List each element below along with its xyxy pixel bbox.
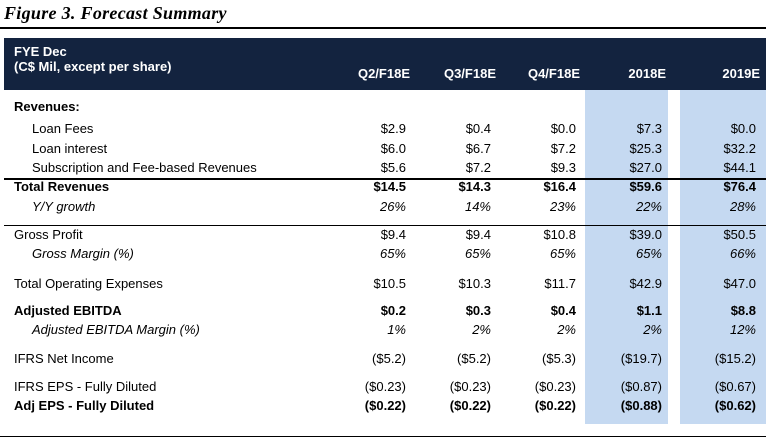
row-total-operating-expenses-value: $10.3 xyxy=(458,276,491,291)
row-adjusted-ebitda-value: $8.8 xyxy=(730,303,756,318)
highlight-column-2019e xyxy=(680,90,766,424)
row-gross-profit-label: Gross Profit xyxy=(14,227,83,242)
row-total-revenues-label: Total Revenues xyxy=(14,179,110,194)
row-total-revenues-value: $14.3 xyxy=(458,179,491,194)
row-adjusted-ebitda-margin-value: 1% xyxy=(387,322,406,337)
row-ifrs-net-income-value: ($15.2) xyxy=(714,351,756,366)
row-total-revenues-value: $14.5 xyxy=(373,179,406,194)
row-gross-profit-value: $9.4 xyxy=(380,227,406,242)
row-ifrs-net-income-label: IFRS Net Income xyxy=(14,351,114,366)
row-ifrs-eps-value: ($0.23) xyxy=(534,379,576,394)
row-ifrs-eps-value: ($0.67) xyxy=(714,379,756,394)
row-gross-profit-value: $39.0 xyxy=(629,227,662,242)
row-loan-fees-value: $7.3 xyxy=(636,121,662,136)
row-ifrs-eps-value: ($0.23) xyxy=(449,379,491,394)
row-ifrs-net-income-value: ($19.7) xyxy=(620,351,662,366)
row-ifrs-eps-value: ($0.23) xyxy=(364,379,406,394)
row-gross-profit-value: $10.8 xyxy=(543,227,576,242)
row-gross-margin-value: 66% xyxy=(729,246,756,261)
row-subscription-revenues-value: $27.0 xyxy=(629,160,662,175)
header-units: (C$ Mil, except per share) xyxy=(14,59,172,74)
table-bottom-rule xyxy=(0,436,766,437)
col-header-2019e: 2019E xyxy=(722,66,760,81)
row-adj-eps-value: ($0.22) xyxy=(534,398,576,413)
row-total-operating-expenses-value: $47.0 xyxy=(723,276,756,291)
row-adj-eps-value: ($0.62) xyxy=(714,398,756,413)
header-label: FYE Dec (C$ Mil, except per share) xyxy=(14,44,172,74)
row-total-operating-expenses-value: $10.5 xyxy=(373,276,406,291)
row-gross-margin-label: Gross Margin (%) xyxy=(32,246,134,261)
row-gross-margin-value: 65% xyxy=(464,246,491,261)
row-subscription-revenues-value: $5.6 xyxy=(380,160,406,175)
row-revenues-heading-label: Revenues: xyxy=(14,99,80,114)
row-subscription-revenues-value: $7.2 xyxy=(465,160,491,175)
row-ifrs-net-income-value: ($5.2) xyxy=(372,351,406,366)
table-header: FYE Dec (C$ Mil, except per share) Q2/F1… xyxy=(4,38,766,90)
row-ifrs-net-income-value: ($5.2) xyxy=(457,351,491,366)
row-loan-fees-value: $2.9 xyxy=(380,121,406,136)
row-ifrs-net-income-value: ($5.3) xyxy=(542,351,576,366)
figure-title: Figure 3. Forecast Summary xyxy=(4,3,227,23)
col-header-2018e: 2018E xyxy=(628,66,666,81)
row-adjusted-ebitda-value: $1.1 xyxy=(636,303,662,318)
row-adjusted-ebitda-value: $0.3 xyxy=(465,303,491,318)
row-gross-profit-value: $50.5 xyxy=(723,227,756,242)
row-yy-growth-label: Y/Y growth xyxy=(32,199,96,214)
row-gross-margin-value: 65% xyxy=(549,246,576,261)
row-loan-interest-value: $6.7 xyxy=(465,141,491,156)
row-adjusted-ebitda-label: Adjusted EBITDA xyxy=(14,303,122,318)
row-adj-eps-label: Adj EPS - Fully Diluted xyxy=(14,398,155,413)
row-loan-interest-value: $6.0 xyxy=(380,141,406,156)
row-yy-growth-value: 28% xyxy=(729,199,756,214)
row-ifrs-eps-value: ($0.87) xyxy=(620,379,662,394)
row-adjusted-ebitda-margin-label: Adjusted EBITDA Margin (%) xyxy=(32,322,200,337)
row-total-operating-expenses-value: $11.7 xyxy=(544,276,576,291)
row-subscription-revenues-value: $9.3 xyxy=(550,160,576,175)
row-loan-interest-label: Loan interest xyxy=(32,141,108,156)
row-adj-eps-value: ($0.22) xyxy=(449,398,491,413)
row-adj-eps-value: ($0.88) xyxy=(620,398,662,413)
col-header-q2: Q2/F18E xyxy=(357,66,410,81)
row-subscription-revenues-label: Subscription and Fee-based Revenues xyxy=(32,160,257,175)
row-loan-fees-label: Loan Fees xyxy=(32,121,94,136)
row-adjusted-ebitda-margin-value: 2% xyxy=(472,322,491,337)
row-loan-interest-value: $7.2 xyxy=(550,141,576,156)
row-adjusted-ebitda-value: $0.2 xyxy=(380,303,406,318)
row-total-revenues-value: $16.4 xyxy=(543,179,576,194)
row-adjusted-ebitda-margin-value: 2% xyxy=(643,322,662,337)
row-yy-growth-value: 26% xyxy=(379,199,406,214)
title-underline xyxy=(0,27,766,29)
rule-above-gross-profit xyxy=(4,225,766,226)
rule-above-total-revenues xyxy=(4,178,766,180)
col-header-q4: Q4/F18E xyxy=(527,66,580,81)
row-total-operating-expenses-value: $42.9 xyxy=(629,276,662,291)
row-adjusted-ebitda-margin-value: 12% xyxy=(729,322,756,337)
row-total-operating-expenses-label: Total Operating Expenses xyxy=(14,276,163,291)
row-loan-fees-value: $0.0 xyxy=(550,121,576,136)
row-gross-profit-value: $9.4 xyxy=(465,227,491,242)
row-yy-growth-value: 23% xyxy=(549,199,576,214)
header-fye: FYE Dec xyxy=(14,44,67,59)
row-loan-interest-value: $32.2 xyxy=(723,141,756,156)
row-total-revenues-value: $76.4 xyxy=(723,179,756,194)
row-loan-fees-value: $0.0 xyxy=(730,121,756,136)
row-yy-growth-value: 22% xyxy=(635,199,662,214)
col-header-q3: Q3/F18E xyxy=(443,66,496,81)
row-adj-eps-value: ($0.22) xyxy=(364,398,406,413)
row-loan-interest-value: $25.3 xyxy=(629,141,662,156)
row-subscription-revenues-value: $44.1 xyxy=(723,160,756,175)
row-total-revenues-value: $59.6 xyxy=(629,179,662,194)
row-loan-fees-value: $0.4 xyxy=(465,121,491,136)
row-yy-growth-value: 14% xyxy=(464,199,491,214)
row-gross-margin-value: 65% xyxy=(635,246,662,261)
row-adjusted-ebitda-value: $0.4 xyxy=(550,303,576,318)
highlight-column-2018e xyxy=(585,90,668,424)
row-adjusted-ebitda-margin-value: 2% xyxy=(557,322,576,337)
row-gross-margin-value: 65% xyxy=(379,246,406,261)
row-ifrs-eps-label: IFRS EPS - Fully Diluted xyxy=(14,379,157,394)
